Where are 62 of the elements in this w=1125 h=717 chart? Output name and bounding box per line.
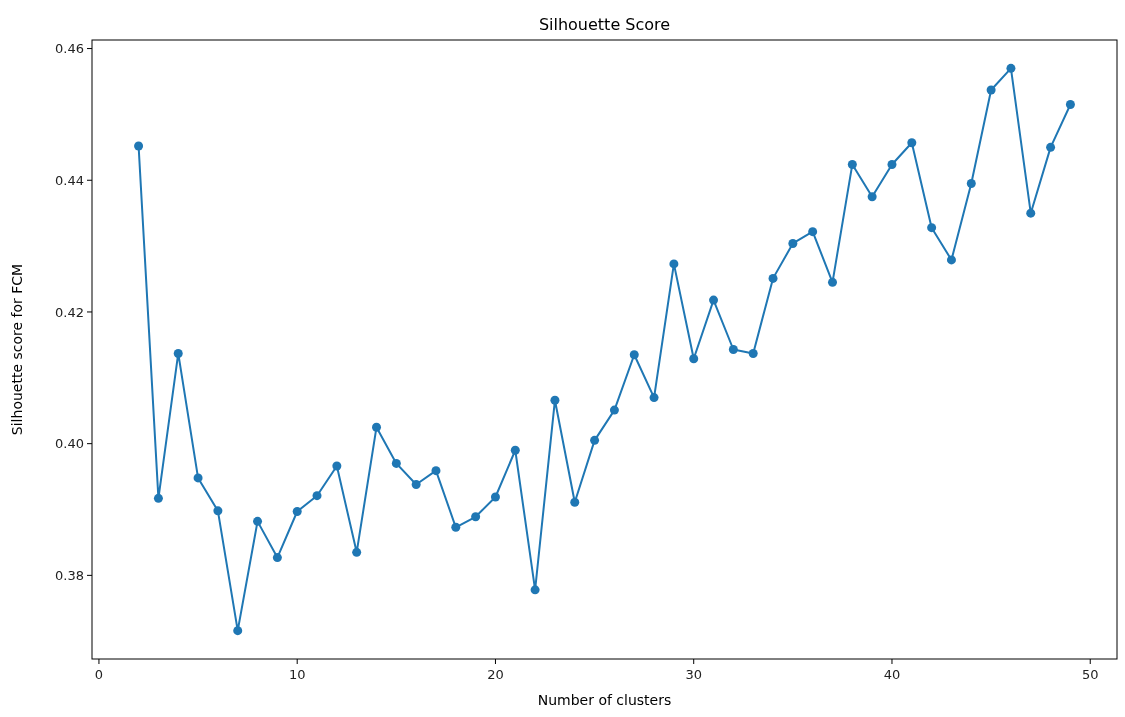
point bbox=[590, 435, 600, 445]
x-tick-label: 30 bbox=[685, 667, 702, 682]
point bbox=[253, 516, 263, 526]
point bbox=[173, 348, 183, 358]
point bbox=[570, 497, 580, 507]
point bbox=[986, 85, 996, 95]
point bbox=[510, 445, 520, 455]
point bbox=[1065, 100, 1075, 110]
point bbox=[550, 395, 560, 405]
point bbox=[907, 138, 917, 148]
point bbox=[788, 238, 798, 248]
y-axis-title: Silhouette score for FCM bbox=[9, 263, 25, 436]
point bbox=[193, 473, 203, 483]
point bbox=[1006, 63, 1016, 73]
point bbox=[768, 273, 778, 283]
x-tick-label: 40 bbox=[883, 667, 901, 682]
point bbox=[134, 141, 144, 151]
point bbox=[927, 223, 937, 233]
point bbox=[391, 458, 401, 468]
point bbox=[451, 522, 461, 532]
point bbox=[1026, 208, 1036, 218]
point bbox=[153, 493, 163, 503]
point bbox=[808, 227, 818, 237]
point bbox=[748, 348, 758, 358]
point bbox=[966, 179, 976, 189]
point bbox=[887, 159, 897, 169]
point bbox=[471, 512, 481, 522]
point bbox=[828, 277, 837, 287]
chart-title: Silhouette Score bbox=[538, 15, 671, 34]
y-tick-label: 0.46 bbox=[55, 41, 84, 57]
point bbox=[629, 350, 639, 360]
point bbox=[847, 159, 857, 169]
x-tick-label: 50 bbox=[1081, 667, 1099, 682]
point bbox=[411, 480, 421, 489]
point bbox=[272, 553, 282, 563]
x-tick-label: 20 bbox=[487, 667, 504, 682]
x-tick-label: 0 bbox=[94, 667, 104, 682]
point bbox=[669, 259, 679, 269]
point bbox=[213, 506, 223, 516]
point bbox=[292, 506, 302, 516]
x-tick-label: 10 bbox=[288, 667, 306, 682]
y-tick-label: 0.44 bbox=[55, 172, 84, 188]
point bbox=[530, 585, 540, 595]
point bbox=[709, 295, 719, 305]
point bbox=[332, 461, 342, 471]
point bbox=[946, 255, 956, 265]
point bbox=[689, 354, 699, 364]
point bbox=[233, 626, 243, 636]
point bbox=[1046, 142, 1056, 152]
y-tick-label: 0.38 bbox=[55, 567, 84, 583]
point bbox=[372, 422, 381, 432]
point bbox=[312, 491, 322, 501]
point bbox=[867, 192, 877, 202]
point bbox=[352, 547, 362, 557]
y-tick-label: 0.42 bbox=[55, 304, 84, 320]
y-tick-label: 0.40 bbox=[55, 436, 84, 452]
point bbox=[431, 466, 441, 476]
point bbox=[490, 492, 500, 502]
point bbox=[609, 405, 619, 415]
point bbox=[728, 345, 738, 354]
x-axis-title: Number of clusters bbox=[537, 692, 672, 708]
point bbox=[649, 393, 659, 403]
